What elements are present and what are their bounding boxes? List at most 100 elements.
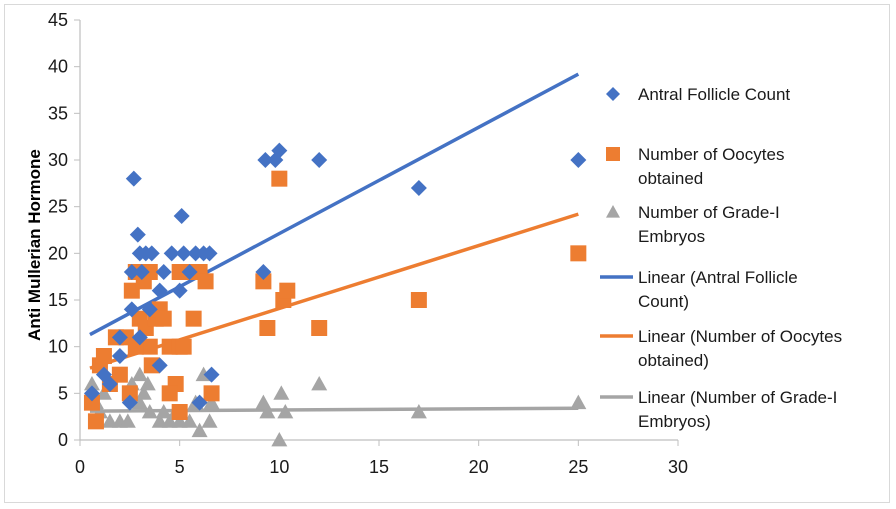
triangle-point <box>119 413 136 428</box>
trendline <box>89 72 580 337</box>
y-tick-label: 35 <box>48 103 68 123</box>
triangle-point <box>141 404 158 419</box>
diamond-point <box>410 180 427 196</box>
square-point <box>255 273 272 290</box>
y-tick-label: 25 <box>48 197 68 217</box>
legend-label: obtained) <box>638 351 709 370</box>
diamond-point <box>123 264 140 280</box>
triangle-point <box>191 422 208 438</box>
diamond-point <box>125 170 142 187</box>
legend-label: Linear (Number of Oocytes <box>638 327 842 346</box>
legend-label: Linear (Antral Follicle <box>638 268 798 287</box>
x-tick-label: 5 <box>175 457 185 477</box>
y-tick-label: 10 <box>48 337 68 357</box>
diamond-point <box>201 245 218 262</box>
x-tick-label: 30 <box>668 457 688 477</box>
triangle-point <box>259 404 276 419</box>
square-point <box>279 282 296 299</box>
diamond-point <box>173 208 190 224</box>
diamond-point <box>143 245 160 262</box>
square-point <box>203 385 220 402</box>
y-tick-label: 0 <box>58 430 68 450</box>
diamond-point <box>111 329 128 346</box>
square-point <box>87 413 104 430</box>
diamond-point <box>151 357 168 374</box>
legend-label: Embryos <box>638 227 705 246</box>
square-point <box>121 385 138 402</box>
legend-label: Count) <box>638 292 689 311</box>
diamond-point <box>123 301 140 318</box>
triangle-point <box>277 404 294 419</box>
triangle-point <box>131 366 148 382</box>
triangle-point <box>410 404 427 419</box>
diamond-point <box>181 264 198 280</box>
y-tick-label: 5 <box>58 383 68 403</box>
diamond-point <box>111 348 128 364</box>
y-tick-label: 40 <box>48 57 68 77</box>
square-point <box>95 348 112 364</box>
triangle-point <box>203 394 220 410</box>
square-point <box>311 320 328 336</box>
triangle-point <box>83 376 100 391</box>
x-tick-label: 15 <box>369 457 389 477</box>
triangle-point <box>155 404 172 419</box>
legend-diamond-symbol <box>606 87 620 101</box>
square-point <box>197 273 214 290</box>
legend-label: Number of Oocytes <box>638 145 784 164</box>
triangle-point <box>201 413 218 428</box>
x-tick-label: 10 <box>269 457 289 477</box>
axes: 0 5 10 15 20 25 30 35 40 45 0 5 10 15 20 25 30 <box>48 10 688 477</box>
diamond-point <box>151 282 168 299</box>
diamond-point <box>83 385 100 402</box>
diamond-point <box>255 264 272 280</box>
x-tick-label: 25 <box>568 457 588 477</box>
diamond-point <box>171 282 188 299</box>
diamond-point <box>311 152 328 168</box>
square-point <box>175 338 192 355</box>
triangle-point <box>273 385 290 400</box>
y-tick-label: 15 <box>48 290 68 310</box>
legend-label: Linear (Number of Grade-I <box>638 388 837 407</box>
diamond-point <box>570 152 587 168</box>
x-tick-label: 0 <box>75 457 85 477</box>
diamond-point <box>203 366 220 383</box>
y-tick-label: 45 <box>48 10 68 30</box>
diamond-point <box>191 394 208 411</box>
square-point <box>185 310 202 327</box>
diamond-point <box>101 376 118 392</box>
legend-label: Embryos) <box>638 412 711 431</box>
legend-triangle-symbol <box>606 205 620 218</box>
triangle-point <box>181 413 198 428</box>
legend-label: Antral Follicle Count <box>638 85 790 104</box>
diamond-point <box>129 226 146 243</box>
square-point <box>570 245 587 262</box>
y-tick-label: 20 <box>48 243 68 263</box>
triangle-point <box>135 385 152 400</box>
diamond-point <box>141 301 158 318</box>
square-point <box>271 170 288 187</box>
diamond-point <box>155 264 172 280</box>
x-tick-label: 20 <box>469 457 489 477</box>
diamond-point <box>131 329 148 346</box>
square-point <box>155 310 172 327</box>
legend-label: Number of Grade-I <box>638 203 780 222</box>
trendline <box>89 406 579 413</box>
diamond-point <box>133 264 150 280</box>
legend: Antral Follicle Count Number of Oocytes ob… <box>600 85 842 431</box>
square-point <box>259 320 276 336</box>
square-point <box>111 366 128 383</box>
square-point <box>161 385 178 402</box>
square-point <box>83 394 100 411</box>
triangle-point <box>139 376 156 391</box>
legend-label: obtained <box>638 169 703 188</box>
y-tick-label: 30 <box>48 150 68 170</box>
triangle-point <box>131 394 148 410</box>
square-point <box>171 404 188 420</box>
legend-square-symbol <box>606 147 620 161</box>
square-point <box>141 338 158 355</box>
triangle-point <box>271 432 288 447</box>
data-points <box>83 142 587 447</box>
diamond-point <box>163 245 180 262</box>
triangle-point <box>570 394 587 410</box>
